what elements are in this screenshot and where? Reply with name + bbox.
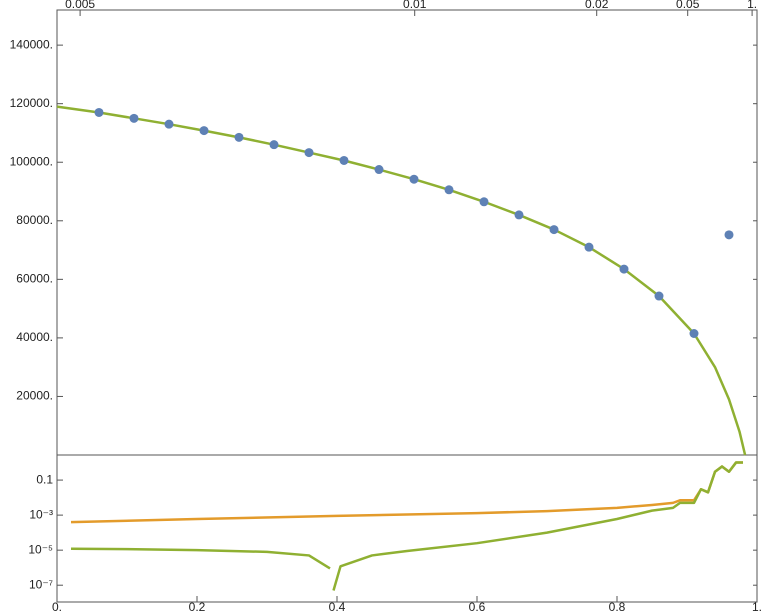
data-point	[654, 291, 664, 301]
data-point	[374, 165, 384, 175]
y-tick-label: 140000.	[10, 37, 53, 51]
x-tick-label: 0.8	[609, 600, 626, 614]
data-point	[234, 132, 244, 142]
data-point	[514, 210, 524, 220]
x-tick-label: 0.2	[189, 600, 206, 614]
x2-tick-label: 0.05	[676, 0, 700, 11]
data-point	[339, 155, 349, 165]
data-point	[549, 225, 559, 235]
data-line	[70, 461, 743, 591]
x2-tick-label: 0.01	[403, 0, 427, 11]
y-tick-label: 20000.	[16, 389, 53, 403]
x2-tick-label: 1.	[747, 0, 757, 11]
data-point	[724, 230, 734, 240]
y-tick-label: 40000.	[16, 330, 53, 344]
data-point	[444, 185, 454, 195]
data-point	[304, 148, 314, 158]
data-point	[479, 197, 489, 207]
data-point	[129, 113, 139, 123]
y-tick-label: 10⁻⁵	[28, 542, 53, 556]
x-tick-label: 0.6	[469, 600, 486, 614]
data-point	[689, 329, 699, 339]
data-line	[56, 105, 747, 456]
top-frame	[56, 9, 758, 456]
data-point	[584, 242, 594, 252]
x2-tick-label: 0.02	[585, 0, 609, 11]
y-tick-label: 10⁻³	[29, 507, 53, 521]
y-tick-label: 120000.	[10, 96, 53, 110]
bottom-frame	[56, 454, 758, 603]
x-tick-label: 0.	[52, 600, 62, 614]
x-tick-label: 1.	[752, 600, 762, 614]
y-tick-label: 80000.	[16, 213, 53, 227]
data-point	[619, 264, 629, 274]
y-tick-label: 60000.	[16, 272, 53, 286]
data-point	[94, 107, 104, 117]
data-point	[164, 119, 174, 129]
x2-tick-label: 0.005	[65, 0, 95, 11]
y-tick-label: 10⁻⁷	[29, 577, 53, 591]
x-tick-label: 0.4	[329, 600, 346, 614]
data-point	[269, 140, 279, 150]
data-point	[199, 126, 209, 136]
data-point	[409, 174, 419, 184]
y-tick-label: 0.1	[36, 472, 53, 486]
y-tick-label: 100000.	[10, 154, 53, 168]
